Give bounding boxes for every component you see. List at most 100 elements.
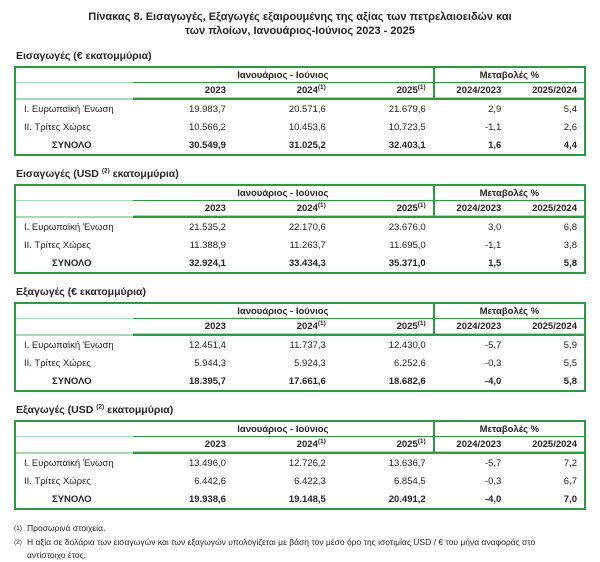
heading-footnote-ref: (2) <box>101 167 110 175</box>
cell-value: 19.148,5 <box>288 493 326 505</box>
row-label: Ι. Ευρωπαϊκή Ένωση <box>24 221 114 233</box>
year-header-2025: 2025(1) <box>332 437 433 454</box>
heading-text: Εξαγωγές (USD <box>16 404 97 416</box>
header-empty-cell <box>16 83 134 100</box>
row-european-union: Ι. Ευρωπαϊκή Ένωση 12.451,4 11.737,3 12.… <box>16 336 584 354</box>
heading-text: Εξαγωγές (€ εκατομμύρια) <box>16 286 146 298</box>
year-header-2024: 2024(1) <box>232 437 333 454</box>
cell-value: 7,0 <box>563 493 577 505</box>
cell-value: 5,5 <box>563 357 577 369</box>
cell-value: 7,2 <box>563 457 577 469</box>
table-header-year-row: 2023 2024(1) 2025(1) 2024/2023 2025/2024 <box>16 83 584 100</box>
section-heading: Εξαγωγές (€ εκατομμύρια) <box>16 286 584 298</box>
section-imports-usd: Εισαγωγές (USD (2) εκατομμύρια) Ιανουάρι… <box>14 168 586 274</box>
page-title-line1: Πίνακας 8. Εισαγωγές, Εξαγωγές εξαιρουμέ… <box>88 11 512 23</box>
change-header-2025-2024: 2025/2024 <box>508 437 584 454</box>
cell-value: 13.496,0 <box>188 457 226 469</box>
footnotes: (1) Προσωρινά στοιχεία. (2) Η αξία σε δο… <box>14 522 586 562</box>
section-exports-eur: Εξαγωγές (€ εκατομμύρια) Ιανουάριος - Ιο… <box>14 286 586 392</box>
cell-value: 19.938,6 <box>188 493 226 505</box>
cell-value: 20.571,6 <box>288 103 326 115</box>
cell-value: 12.430,0 <box>388 339 426 351</box>
cell-value: 5.944,3 <box>194 357 226 369</box>
cell-value: 6.422,3 <box>294 475 326 487</box>
footnote-ref: (1) <box>317 319 326 327</box>
year-header-2025: 2025(1) <box>332 83 433 100</box>
cell-value: 1,6 <box>488 139 502 151</box>
period-header: Ιανουάριος - Ιούνιος <box>133 304 433 319</box>
changes-header: Μεταβολές % <box>432 422 584 437</box>
cell-value: 5.924,3 <box>294 357 326 369</box>
cell-value: -4,0 <box>484 493 502 505</box>
table-header-group-row: Ιανουάριος - Ιούνιος Μεταβολές % <box>16 68 584 83</box>
cell-value: 22.170,6 <box>288 221 326 233</box>
heading-footnote-ref: (2) <box>96 403 105 411</box>
cell-value: 12.726,2 <box>288 457 326 469</box>
table-header-group-row: Ιανουάριος - Ιούνιος Μεταβολές % <box>16 422 584 437</box>
footnote-2: (2) Η αξία σε δολάρια των εισαγωγών και … <box>14 536 586 562</box>
header-corner-cell <box>16 304 134 319</box>
footnote-marker: (1) <box>14 525 22 532</box>
footnote-ref: (1) <box>417 319 426 327</box>
cell-value: -5,7 <box>484 457 502 469</box>
cell-value: -4,0 <box>484 375 502 387</box>
heading-text: Εισαγωγές (€ εκατομμύρια) <box>16 50 152 62</box>
data-table-imports-usd: Ιανουάριος - Ιούνιος Μεταβολές % 2023 20… <box>14 184 586 274</box>
changes-header: Μεταβολές % <box>432 68 584 83</box>
year-header-2024: 2024(1) <box>232 83 333 100</box>
cell-value: 11.388,9 <box>189 239 226 251</box>
heading-text: εκατομμύρια) <box>109 168 179 180</box>
cell-value: 2,6 <box>563 121 577 133</box>
row-label: Ι. Ευρωπαϊκή Ένωση <box>24 339 114 351</box>
row-label: ΣΥΝΟΛΟ <box>52 493 92 505</box>
row-total: ΣΥΝΟΛΟ 18.395,7 17.661,6 18.682,6 -4,0 5… <box>16 372 584 390</box>
footnote-text: Η αξία σε δολάρια των εισαγωγών και των … <box>27 537 536 560</box>
header-empty-cell <box>16 437 134 454</box>
row-label: Ι. Ευρωπαϊκή Ένωση <box>24 457 114 469</box>
cell-value: 21.679,6 <box>388 103 426 115</box>
table-header-year-row: 2023 2024(1) 2025(1) 2024/2023 2025/2024 <box>16 201 584 218</box>
row-total: ΣΥΝΟΛΟ 32.924,1 33.434,3 35.371,0 1,5 5,… <box>16 254 584 272</box>
row-european-union: Ι. Ευρωπαϊκή Ένωση 19.983,7 20.571,6 21.… <box>16 100 584 118</box>
data-table-imports-eur: Ιανουάριος - Ιούνιος Μεταβολές % 2023 20… <box>14 66 586 156</box>
heading-text: Εισαγωγές (USD <box>16 168 102 180</box>
period-header: Ιανουάριος - Ιούνιος <box>133 422 433 437</box>
row-third-countries: ΙΙ. Τρίτες Χώρες 5.944,3 5.924,3 6.252,6… <box>16 354 584 372</box>
row-label: ΣΥΝΟΛΟ <box>52 257 92 269</box>
cell-value: -1,1 <box>484 121 502 133</box>
row-european-union: Ι. Ευρωπαϊκή Ένωση 13.496,0 12.726,2 13.… <box>16 454 584 472</box>
cell-value: 5,8 <box>563 375 577 387</box>
cell-value: -0,3 <box>484 475 502 487</box>
cell-value: 10.723,5 <box>388 121 426 133</box>
table-header-group-row: Ιανουάριος - Ιούνιος Μεταβολές % <box>16 186 584 201</box>
cell-value: 3,0 <box>488 221 502 233</box>
header-empty-cell <box>16 201 134 218</box>
cell-value: 6.442,6 <box>194 475 226 487</box>
row-label: ΙΙ. Τρίτες Χώρες <box>24 475 91 487</box>
year-header-2023: 2023 <box>133 437 233 454</box>
change-header-2024-2023: 2024/2023 <box>432 437 509 454</box>
cell-value: 18.395,7 <box>188 375 226 387</box>
header-corner-cell <box>16 422 134 437</box>
page-title-line2: των πλοίων, Ιανουάριος-Ιούνιος 2023 - 20… <box>185 25 415 37</box>
period-header: Ιανουάριος - Ιούνιος <box>133 68 433 83</box>
changes-header: Μεταβολές % <box>432 186 584 201</box>
footnote-ref: (1) <box>317 83 326 91</box>
data-table-exports-eur: Ιανουάριος - Ιούνιος Μεταβολές % 2023 20… <box>14 302 586 392</box>
row-label: Ι. Ευρωπαϊκή Ένωση <box>24 103 114 115</box>
footnote-1: (1) Προσωρινά στοιχεία. <box>14 522 586 535</box>
year-header-2023: 2023 <box>133 201 233 218</box>
section-heading: Εισαγωγές (USD (2) εκατομμύρια) <box>16 168 584 180</box>
section-heading: Εξαγωγές (USD (2) εκατομμύρια) <box>16 404 584 416</box>
cell-value: 12.451,4 <box>188 339 226 351</box>
cell-value: 20.491,2 <box>388 493 426 505</box>
cell-value: 5,8 <box>563 257 577 269</box>
change-header-2025-2024: 2025/2024 <box>508 319 584 336</box>
cell-value: 19.983,7 <box>188 103 226 115</box>
change-header-2024-2023: 2024/2023 <box>432 83 509 100</box>
cell-value: 11.263,7 <box>289 239 326 251</box>
section-exports-usd: Εξαγωγές (USD (2) εκατομμύρια) Ιανουάριο… <box>14 404 586 510</box>
data-table-exports-usd: Ιανουάριος - Ιούνιος Μεταβολές % 2023 20… <box>14 420 586 510</box>
cell-value: 35.371,0 <box>388 257 426 269</box>
